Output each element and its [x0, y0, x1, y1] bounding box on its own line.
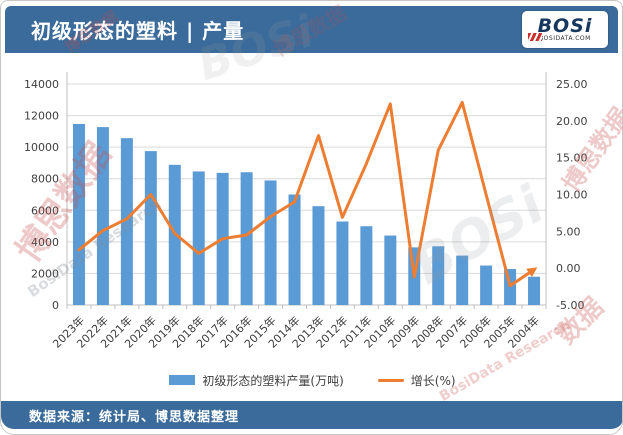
- y-axis-label-left: 6000: [31, 204, 59, 217]
- bar-2023年: [72, 123, 85, 305]
- y-axis-label-left: 10000: [24, 141, 59, 154]
- y-axis-label-left: 8000: [31, 173, 59, 186]
- y-axis-label-right: 5.00: [556, 225, 581, 238]
- y-axis-label-left: 12000: [24, 110, 59, 123]
- logo-slash-icon: [528, 33, 542, 41]
- data-source-text: 数据来源：统计局、博思数据整理: [29, 409, 240, 425]
- bar-2022年: [96, 127, 109, 305]
- header-bar: 初级形态的塑料 | 产量 BOSi BOSIDATA.COM: [5, 6, 618, 53]
- y-axis-label-right: -5.00: [556, 299, 584, 312]
- legend-bar-label: 初级形态的塑料产量(万吨): [202, 373, 344, 388]
- page-title: 初级形态的塑料 | 产量: [31, 19, 245, 43]
- bar-2018年: [192, 171, 205, 305]
- y-axis-label-right: 20.00: [556, 115, 588, 128]
- bar-2004年: [528, 276, 541, 305]
- bar-2012年: [336, 221, 349, 305]
- production-growth-chart: 0 2000 4000 6000 8000 10000 12000 14000 -5.00 0.0…: [24, 72, 588, 351]
- legend-item-production: 初级形态的塑料产量(万吨): [169, 372, 344, 389]
- bar-2013年: [312, 206, 325, 305]
- y-axis-label-left: 2000: [31, 267, 59, 280]
- logo-subtext: BOSIDATA.COM: [539, 34, 591, 42]
- y-axis-label-left: 14000: [24, 78, 59, 91]
- logo-text: BOSi: [537, 14, 593, 37]
- bosi-logo: BOSi BOSIDATA.COM: [522, 11, 608, 48]
- y-axis-label-left: 0: [52, 299, 59, 312]
- chart-legend: 初级形态的塑料产量(万吨) 增长(%): [1, 367, 622, 393]
- y-axis-label-right: 10.00: [556, 189, 588, 202]
- growth-line: [77, 100, 538, 288]
- bar-2016年: [240, 172, 253, 305]
- bar-2015年: [264, 180, 277, 305]
- legend-bar-swatch: [169, 375, 196, 385]
- chart-area: 0 2000 4000 6000 8000 10000 12000 14000 -5.00 0.0…: [1, 57, 622, 369]
- bar-2007年: [456, 255, 469, 305]
- bar-2014年: [288, 194, 301, 305]
- bar-2021年: [120, 138, 133, 305]
- y-axis-label-right: 0.00: [556, 262, 581, 275]
- y-axis-label-right: 25.00: [556, 78, 588, 91]
- legend-line-label: 增长(%): [410, 373, 456, 388]
- legend-line-swatch: [377, 378, 404, 382]
- y-axis-label-right: 15.00: [556, 152, 588, 165]
- bar-2011年: [360, 226, 373, 305]
- y-axis-label-left: 4000: [31, 236, 59, 249]
- bar-2010年: [384, 235, 397, 305]
- legend-item-growth: 增长(%): [377, 372, 456, 389]
- footer-bar: 数据来源：统计局、博思数据整理: [1, 401, 622, 429]
- bar-2008年: [432, 246, 445, 305]
- bar-2020年: [144, 151, 157, 305]
- bar-2006年: [480, 265, 493, 305]
